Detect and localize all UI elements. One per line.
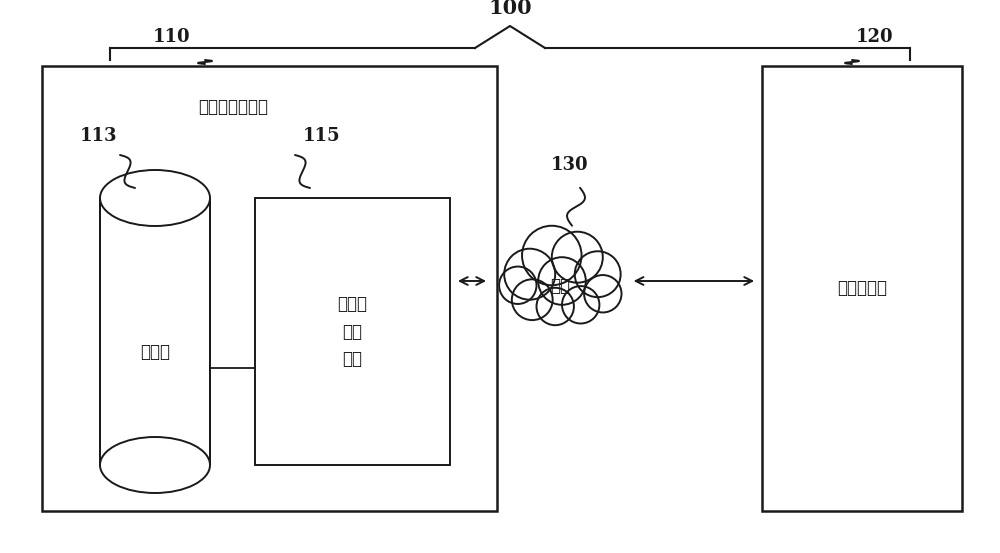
Bar bbox=[255, 198, 450, 465]
Ellipse shape bbox=[100, 170, 210, 226]
Text: 网络: 网络 bbox=[550, 277, 570, 295]
Bar bbox=[762, 66, 962, 511]
Text: 113: 113 bbox=[79, 127, 117, 145]
Circle shape bbox=[552, 232, 603, 283]
Bar bbox=[42, 66, 497, 511]
Text: 数据库
管理
单元: 数据库 管理 单元 bbox=[338, 295, 368, 368]
Text: 100: 100 bbox=[488, 0, 532, 18]
Text: 110: 110 bbox=[153, 28, 191, 46]
Circle shape bbox=[522, 226, 582, 285]
Text: 客户端装置: 客户端装置 bbox=[837, 279, 887, 298]
Circle shape bbox=[504, 249, 555, 300]
Circle shape bbox=[562, 286, 599, 324]
Circle shape bbox=[536, 288, 574, 325]
Circle shape bbox=[575, 251, 621, 297]
Text: 130: 130 bbox=[551, 156, 589, 174]
Circle shape bbox=[499, 267, 536, 304]
Circle shape bbox=[584, 275, 622, 312]
Circle shape bbox=[512, 279, 553, 320]
Text: 数据库: 数据库 bbox=[140, 342, 170, 361]
Circle shape bbox=[538, 257, 586, 305]
Ellipse shape bbox=[100, 437, 210, 493]
Bar bbox=[100, 198, 210, 465]
Text: 115: 115 bbox=[303, 127, 341, 145]
Text: 数据储存伺服器: 数据储存伺服器 bbox=[198, 98, 268, 116]
Text: 120: 120 bbox=[856, 28, 894, 46]
